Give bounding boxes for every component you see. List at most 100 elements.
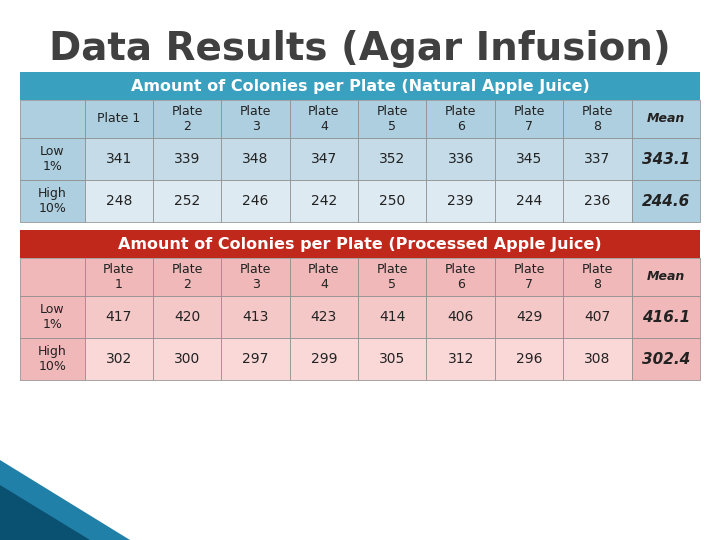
Text: 407: 407 (585, 310, 611, 324)
Bar (85, 338, 153, 380)
Bar (358, 338, 426, 380)
Bar (20, 230, 700, 258)
Text: 242: 242 (311, 194, 337, 208)
Text: Plate
4: Plate 4 (308, 105, 340, 133)
Bar (221, 296, 289, 338)
Text: Low
1%: Low 1% (40, 145, 65, 173)
Bar (563, 258, 631, 296)
Text: High
10%: High 10% (38, 345, 67, 373)
Bar (631, 138, 700, 180)
Bar (426, 296, 495, 338)
Text: 416.1: 416.1 (642, 309, 690, 325)
Text: 244: 244 (516, 194, 542, 208)
Text: 337: 337 (585, 152, 611, 166)
Text: Data Results (Agar Infusion): Data Results (Agar Infusion) (49, 30, 671, 68)
Bar (495, 138, 563, 180)
Bar (289, 296, 358, 338)
Text: 429: 429 (516, 310, 542, 324)
Bar (85, 138, 153, 180)
Text: 246: 246 (243, 194, 269, 208)
Bar (85, 100, 153, 138)
Text: 296: 296 (516, 352, 542, 366)
Text: 413: 413 (243, 310, 269, 324)
Text: Plate
2: Plate 2 (171, 105, 203, 133)
Bar (631, 258, 700, 296)
Text: 300: 300 (174, 352, 200, 366)
Text: 414: 414 (379, 310, 405, 324)
Text: 239: 239 (448, 194, 474, 208)
Text: 252: 252 (174, 194, 200, 208)
Bar (153, 180, 221, 222)
Text: 312: 312 (448, 352, 474, 366)
Bar (495, 180, 563, 222)
Bar (221, 100, 289, 138)
Text: Plate
5: Plate 5 (377, 263, 408, 291)
Bar (20, 180, 85, 222)
Bar (631, 296, 700, 338)
Text: Plate
7: Plate 7 (513, 263, 545, 291)
Bar (20, 72, 700, 100)
Text: 423: 423 (311, 310, 337, 324)
Bar (563, 296, 631, 338)
Text: Plate
8: Plate 8 (582, 105, 613, 133)
Bar (563, 100, 631, 138)
Text: Plate 1: Plate 1 (97, 112, 140, 125)
Bar (289, 100, 358, 138)
Bar (495, 100, 563, 138)
Bar (289, 180, 358, 222)
Text: 345: 345 (516, 152, 542, 166)
Bar (153, 258, 221, 296)
Text: Plate
1: Plate 1 (103, 263, 135, 291)
Text: Plate
6: Plate 6 (445, 263, 477, 291)
Text: 420: 420 (174, 310, 200, 324)
Bar (495, 296, 563, 338)
Text: 299: 299 (310, 352, 337, 366)
Text: Mean: Mean (647, 112, 685, 125)
Bar (426, 338, 495, 380)
Polygon shape (0, 485, 90, 540)
Text: 236: 236 (584, 194, 611, 208)
Bar (426, 138, 495, 180)
Bar (289, 138, 358, 180)
Bar (426, 100, 495, 138)
Text: 341: 341 (106, 152, 132, 166)
Bar (221, 138, 289, 180)
Text: Plate
8: Plate 8 (582, 263, 613, 291)
Text: 347: 347 (311, 152, 337, 166)
Text: Amount of Colonies per Plate (Processed Apple Juice): Amount of Colonies per Plate (Processed … (118, 237, 602, 252)
Bar (289, 338, 358, 380)
Text: Amount of Colonies per Plate (Natural Apple Juice): Amount of Colonies per Plate (Natural Ap… (130, 78, 590, 93)
Bar (153, 100, 221, 138)
Text: High
10%: High 10% (38, 187, 67, 215)
Bar (426, 180, 495, 222)
Bar (289, 258, 358, 296)
Bar (358, 138, 426, 180)
Text: 250: 250 (379, 194, 405, 208)
Bar (221, 180, 289, 222)
Text: Plate
3: Plate 3 (240, 105, 271, 133)
Text: 297: 297 (243, 352, 269, 366)
Bar (358, 296, 426, 338)
Bar (20, 258, 85, 296)
Bar (631, 338, 700, 380)
Text: 339: 339 (174, 152, 200, 166)
Text: 348: 348 (243, 152, 269, 166)
Text: 248: 248 (106, 194, 132, 208)
Text: 308: 308 (584, 352, 611, 366)
Bar (20, 138, 85, 180)
Bar (153, 338, 221, 380)
Bar (153, 138, 221, 180)
Bar (221, 338, 289, 380)
Text: 305: 305 (379, 352, 405, 366)
Bar (563, 338, 631, 380)
Text: Plate
3: Plate 3 (240, 263, 271, 291)
Bar (85, 258, 153, 296)
Text: 336: 336 (448, 152, 474, 166)
Bar (631, 100, 700, 138)
Text: Plate
6: Plate 6 (445, 105, 477, 133)
Text: Plate
4: Plate 4 (308, 263, 340, 291)
Text: 244.6: 244.6 (642, 193, 690, 208)
Bar (358, 180, 426, 222)
Text: Mean: Mean (647, 271, 685, 284)
Text: 302.4: 302.4 (642, 352, 690, 367)
